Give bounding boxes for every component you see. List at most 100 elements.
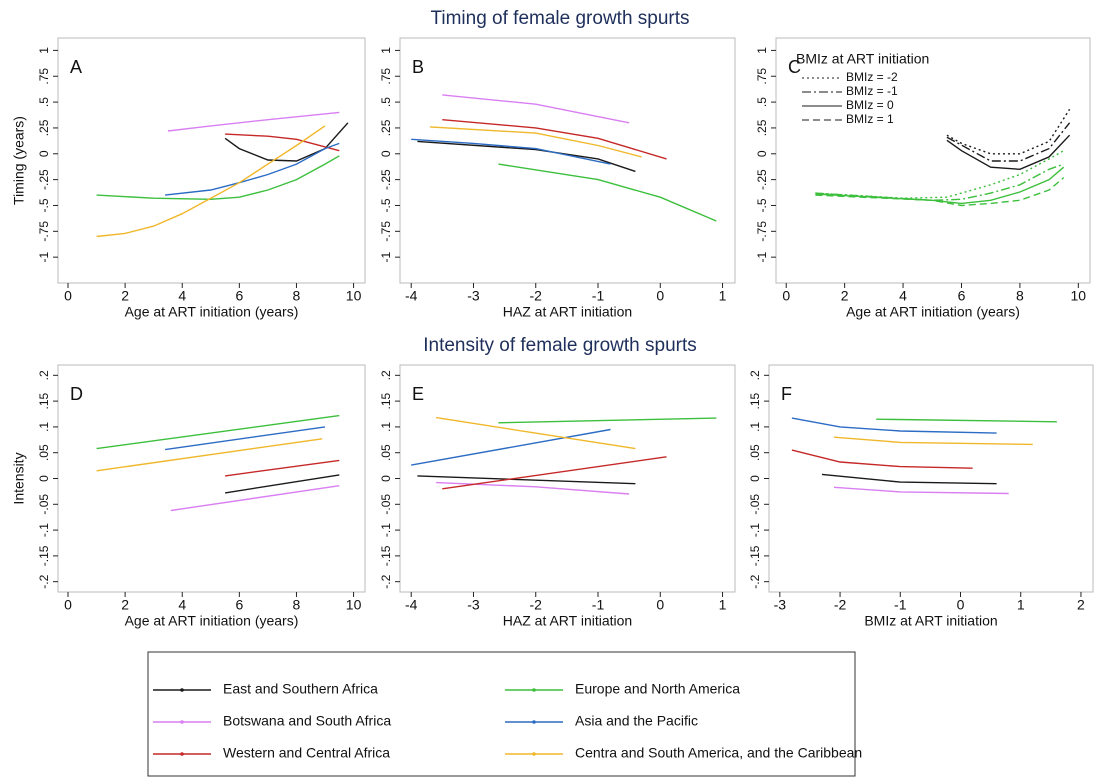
y-tick-label: .1 [379,422,393,432]
y-tick-label: 0 [37,150,51,157]
y-tick-label: 1 [755,47,769,54]
legend-label: Botswana and South Africa [223,713,391,729]
x-tick-label: 0 [656,597,664,613]
panel-label: D [70,384,83,404]
series-line [224,122,349,162]
y-tick-label: .2 [748,370,762,380]
series-line [946,122,1071,162]
x-tick-label: 10 [1071,288,1087,304]
series-line [225,459,340,477]
y-tick-label: .75 [755,68,769,85]
y-tick-label: 1 [37,47,51,54]
x-tick-label: 6 [235,288,243,304]
series-line [442,119,667,160]
legend-label: Centra and South America, and the Caribb… [575,745,862,761]
x-tick-label: 2 [121,288,129,304]
series-line [815,150,1065,199]
x-tick-label: 2 [841,288,849,304]
x-tick-label: -3 [467,597,480,613]
y-tick-label: .2 [37,370,51,380]
series-line [417,140,636,173]
y-tick-label: -1 [755,251,769,262]
x-tick-label: -2 [834,597,847,613]
x-tick-label: 10 [346,288,362,304]
legend-frame [147,651,856,777]
series-line [167,111,340,132]
y-axis-title: Intensity [11,452,27,504]
x-axis-title: HAZ at ART initiation [503,304,632,320]
legend-marker [180,720,184,724]
y-tick-label: -.5 [37,198,51,212]
plot-frame [399,37,736,284]
y-tick-label: .05 [748,444,762,461]
y-tick-label: 0 [379,150,393,157]
x-tick-label: -2 [530,597,543,613]
legend-label: BMIz = -1 [846,84,898,98]
x-axis-title: Age at ART initiation (years) [125,304,299,320]
panel-label: F [781,384,792,404]
y-tick-label: .75 [379,68,393,85]
series-line [442,94,630,124]
x-tick-label: 4 [178,288,186,304]
x-tick-label: -1 [592,597,605,613]
y-tick-label: .25 [755,119,769,136]
y-tick-label: -.05 [37,494,51,515]
x-tick-label: 6 [958,288,966,304]
x-tick-label: 0 [64,288,72,304]
series-line [946,134,1071,171]
y-tick-label: -.15 [379,545,393,566]
series-line [815,163,1064,202]
y-tick-label: -.25 [379,169,393,190]
plot-frame [768,364,1094,593]
series-line [170,485,340,512]
panel-label: C [788,57,801,77]
series-line [165,426,326,451]
y-tick-label: -.25 [755,169,769,190]
x-tick-label: -4 [405,288,418,304]
legend-marker [180,688,184,692]
y-tick-label: .5 [755,97,769,107]
x-tick-label: 8 [1016,288,1024,304]
x-tick-label: -3 [774,597,787,613]
y-tick-label: .05 [379,444,393,461]
y-tick-label: -.75 [755,221,769,242]
x-tick-label: 8 [293,288,301,304]
y-tick-label: -.05 [748,494,762,515]
series-line [96,414,340,450]
panel-label: B [412,57,424,77]
y-tick-label: 1 [379,47,393,54]
y-tick-label: -.1 [37,523,51,537]
x-axis-title: Age at ART initiation (years) [846,304,1020,320]
y-tick-label: .2 [379,370,393,380]
y-tick-label: -.05 [379,494,393,515]
y-tick-label: 0 [748,475,762,482]
x-tick-label: 2 [1077,597,1085,613]
x-tick-label: 1 [719,597,727,613]
series-line [833,436,1033,446]
series-line [498,163,717,222]
series-line [417,475,636,485]
y-tick-label: .15 [37,392,51,409]
series-line [96,125,326,238]
series-line [411,428,611,466]
legend-label: BMIz = 1 [846,112,894,126]
series-line [224,474,340,494]
x-tick-label: -1 [592,288,605,304]
legend-marker [180,752,184,756]
series-line [436,481,630,495]
y-tick-label: .1 [748,422,762,432]
x-tick-label: 1 [1017,597,1025,613]
plot-frame [57,37,366,284]
x-tick-label: -2 [530,288,543,304]
x-tick-label: -4 [405,597,418,613]
series-line [225,133,340,152]
x-tick-label: 10 [346,597,362,613]
series-line [876,418,1057,423]
y-tick-label: .75 [37,68,51,85]
y-axis-title: Timing (years) [11,116,27,205]
x-tick-label: 0 [782,288,790,304]
x-tick-label: 2 [121,597,129,613]
section-title: Intensity of female growth spurts [423,335,697,356]
y-tick-label: .25 [379,119,393,136]
